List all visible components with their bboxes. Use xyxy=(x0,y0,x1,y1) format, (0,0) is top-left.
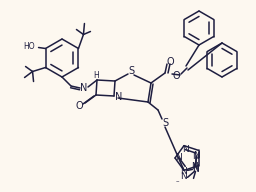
Text: O: O xyxy=(75,101,83,111)
Text: N: N xyxy=(115,92,123,102)
Text: N: N xyxy=(191,162,198,171)
Text: N: N xyxy=(180,167,187,176)
Text: N: N xyxy=(80,83,88,93)
Text: N: N xyxy=(192,152,199,161)
Text: O: O xyxy=(172,71,180,81)
Text: H: H xyxy=(93,70,99,79)
Text: N: N xyxy=(175,152,181,161)
Text: N: N xyxy=(180,172,187,181)
Text: N: N xyxy=(193,151,200,160)
Text: S: S xyxy=(162,118,168,128)
Text: N: N xyxy=(183,145,189,154)
Text: –: – xyxy=(176,178,179,184)
Text: HO: HO xyxy=(24,42,35,51)
Text: N: N xyxy=(192,165,199,174)
Text: O: O xyxy=(166,57,174,67)
Text: N: N xyxy=(192,164,199,173)
Text: S: S xyxy=(128,66,134,76)
